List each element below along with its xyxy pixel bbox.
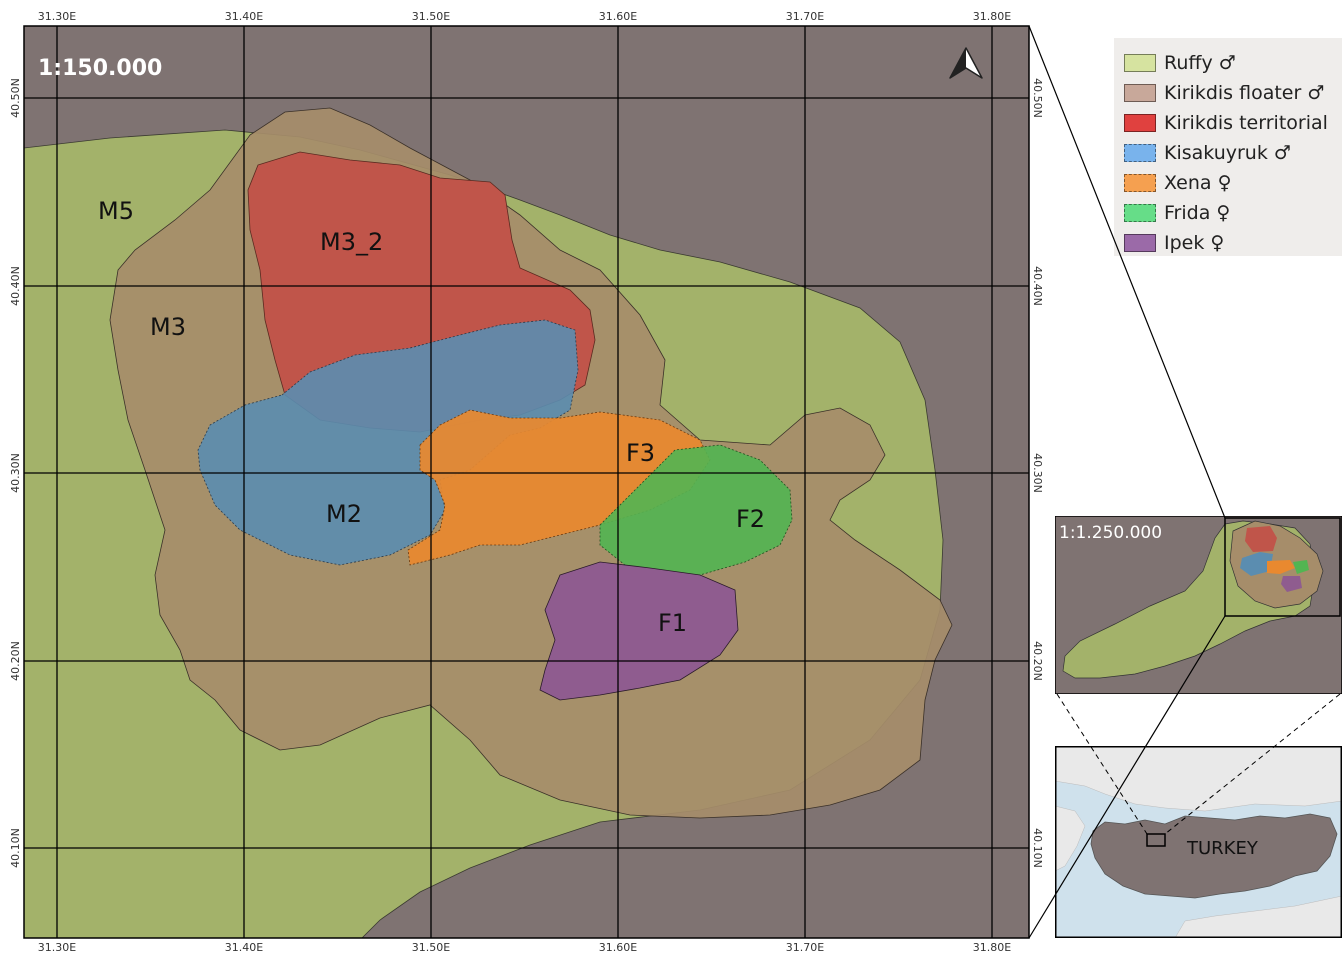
- lon-label-top: 31.50E: [412, 10, 450, 23]
- overview-map: TURKEY: [1055, 746, 1342, 938]
- inset-extent-box: [1224, 517, 1341, 617]
- lon-label-bottom: 31.50E: [412, 941, 450, 954]
- lat-label-left: 40.30N: [9, 453, 22, 493]
- inset-xena-area: [1267, 560, 1295, 574]
- lon-label-top: 31.60E: [599, 10, 637, 23]
- north-arrow-icon: [949, 47, 983, 79]
- lat-label-right: 40.10N: [1031, 828, 1044, 868]
- map-scale-label: 1:150.000: [38, 56, 162, 81]
- lat-label-left: 40.20N: [9, 641, 22, 681]
- lat-label-left: 40.40N: [9, 266, 22, 306]
- legend-swatch: [1124, 204, 1156, 222]
- legend-label: Ipek ♀: [1164, 232, 1225, 254]
- legend-label: Frida ♀: [1164, 202, 1231, 224]
- legend-label: Xena ♀: [1164, 172, 1232, 194]
- lon-label-top: 31.30E: [38, 10, 76, 23]
- legend-item-frida: Frida ♀: [1124, 198, 1342, 228]
- lon-label-bottom: 31.80E: [973, 941, 1011, 954]
- label-m3: M3: [150, 313, 186, 341]
- area-f1-ipek: [539, 561, 739, 701]
- lon-label-top: 31.40E: [225, 10, 263, 23]
- lon-label-bottom: 31.60E: [599, 941, 637, 954]
- legend-swatch: [1124, 174, 1156, 192]
- lat-label-left: 40.10N: [9, 828, 22, 868]
- lat-label-right: 40.50N: [1031, 78, 1044, 118]
- inset-frida-area: [1293, 560, 1309, 574]
- legend-item-kirikdis-floater: Kirikdis floater ♂: [1124, 78, 1342, 108]
- legend-swatch: [1124, 84, 1156, 102]
- legend-label: Ruffy ♂: [1164, 52, 1236, 74]
- inset-territorial-area: [1245, 526, 1277, 552]
- legend-item-kirikdis-territorial: Kirikdis territorial: [1124, 108, 1342, 138]
- overview-country-label: TURKEY: [1186, 838, 1259, 859]
- lat-label-left: 40.50N: [9, 78, 22, 118]
- legend-swatch: [1124, 144, 1156, 162]
- label-f3: F3: [626, 439, 655, 467]
- legend-item-ruffy: Ruffy ♂: [1124, 48, 1342, 78]
- legend-item-kisakuyruk: Kisakuyruk ♂: [1124, 138, 1342, 168]
- label-m2: M2: [326, 500, 362, 528]
- lat-label-right: 40.30N: [1031, 453, 1044, 493]
- legend-label: Kirikdis floater ♂: [1164, 82, 1325, 104]
- inset-scale-label: 1:1.250.000: [1059, 523, 1162, 543]
- legend-item-ipek: Ipek ♀: [1124, 228, 1342, 258]
- legend-item-xena: Xena ♀: [1124, 168, 1342, 198]
- lat-label-right: 40.20N: [1031, 641, 1044, 681]
- inset-map: 1:1.250.000: [1055, 516, 1342, 694]
- legend-label: Kisakuyruk ♂: [1164, 142, 1291, 164]
- legend-swatch: [1124, 234, 1156, 252]
- legend-swatch: [1124, 54, 1156, 72]
- lon-label-bottom: 31.70E: [786, 941, 824, 954]
- legend-swatch: [1124, 114, 1156, 132]
- lon-label-bottom: 31.30E: [38, 941, 76, 954]
- lon-label-bottom: 31.40E: [225, 941, 263, 954]
- lat-label-right: 40.40N: [1031, 266, 1044, 306]
- legend-label: Kirikdis territorial: [1164, 112, 1328, 134]
- inset-ipek-area: [1281, 576, 1302, 592]
- lon-label-top: 31.70E: [786, 10, 824, 23]
- legend: Ruffy ♂ Kirikdis floater ♂ Kirikdis terr…: [1114, 38, 1342, 256]
- label-m5: M5: [98, 197, 134, 225]
- graticule: [24, 26, 1029, 938]
- label-f1: F1: [658, 609, 687, 637]
- label-m3-2: M3_2: [320, 228, 383, 256]
- label-f2: F2: [736, 505, 765, 533]
- lon-label-top: 31.80E: [973, 10, 1011, 23]
- inset-kisakuyruk-area: [1240, 552, 1273, 576]
